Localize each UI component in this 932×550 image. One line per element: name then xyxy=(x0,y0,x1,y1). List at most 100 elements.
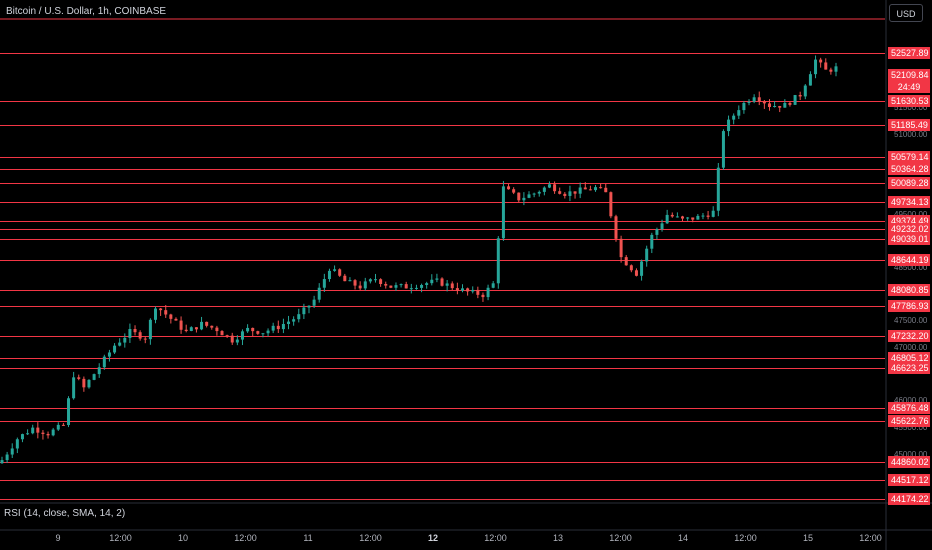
candle xyxy=(553,181,557,194)
candle xyxy=(123,333,127,348)
level-price-tag: 52527.89 xyxy=(888,47,930,60)
candle xyxy=(450,281,454,290)
candle xyxy=(512,187,516,195)
candle xyxy=(194,327,198,333)
level-price-tag: 49232.02 xyxy=(888,222,930,235)
candle xyxy=(343,273,347,282)
price-axis-tick: 51500.00 xyxy=(894,103,928,112)
candle xyxy=(773,101,777,108)
candle xyxy=(798,91,802,101)
level-price-tag: 50579.14 xyxy=(888,151,930,164)
candle xyxy=(292,316,296,326)
candle xyxy=(583,182,587,190)
candle xyxy=(256,330,260,335)
candle xyxy=(716,162,720,217)
candle xyxy=(128,323,132,343)
time-axis-tick: 12:00 xyxy=(609,533,632,543)
level-price-tag: 49734.13 xyxy=(888,196,930,209)
candle xyxy=(507,183,511,190)
candle xyxy=(414,284,418,290)
candle xyxy=(148,318,152,345)
candle xyxy=(650,232,654,254)
candle xyxy=(588,185,592,191)
candle xyxy=(757,91,761,106)
candle xyxy=(153,306,157,324)
candle xyxy=(466,287,470,296)
candle xyxy=(169,313,173,324)
candle xyxy=(727,115,731,137)
candle xyxy=(317,283,321,303)
candle xyxy=(215,325,219,336)
candle xyxy=(460,284,464,293)
level-price-tag: 48080.85 xyxy=(888,284,930,297)
candle xyxy=(394,282,398,291)
level-price-tag: 51185.49 xyxy=(888,118,930,131)
candle xyxy=(742,100,746,114)
candle xyxy=(471,286,475,294)
price-axis-tick: 48500.00 xyxy=(894,263,928,272)
candle xyxy=(220,330,224,336)
candle xyxy=(681,215,685,222)
candle xyxy=(732,113,736,125)
candle xyxy=(517,192,521,203)
candle xyxy=(691,217,695,223)
candle xyxy=(788,101,792,107)
candle xyxy=(164,305,168,318)
candle xyxy=(338,268,342,277)
candle xyxy=(31,424,35,435)
candle xyxy=(72,371,76,400)
candle xyxy=(814,55,818,79)
candle xyxy=(834,62,838,77)
candle xyxy=(629,264,633,273)
candle xyxy=(430,274,434,286)
level-price-tag: 45622.76 xyxy=(888,415,930,428)
candle xyxy=(491,281,495,289)
candle xyxy=(640,259,644,281)
candle xyxy=(547,181,551,189)
current-price-value: 52109.84 xyxy=(891,70,929,81)
candle xyxy=(67,396,71,428)
candle xyxy=(266,328,270,337)
candle xyxy=(747,99,751,106)
time-axis-tick: 12:00 xyxy=(859,533,882,543)
candle xyxy=(41,430,45,440)
currency-button[interactable]: USD xyxy=(889,4,923,22)
current-price-tag: 52109.84 24:49 xyxy=(888,69,930,94)
candle xyxy=(578,182,582,199)
candle xyxy=(829,67,833,75)
time-axis-tick: 15 xyxy=(802,533,814,543)
price-axis-tick: 47000.00 xyxy=(894,343,928,352)
candle xyxy=(15,437,19,454)
candle xyxy=(5,451,9,464)
candle xyxy=(655,227,659,240)
candle xyxy=(184,324,188,333)
candle xyxy=(665,209,669,224)
symbol-title: Bitcoin / U.S. Dollar, 1h, COINBASE xyxy=(6,6,167,17)
candle xyxy=(563,192,567,199)
candle xyxy=(675,212,679,218)
candle xyxy=(721,129,725,170)
candle xyxy=(97,363,101,378)
candle xyxy=(808,71,812,86)
candle xyxy=(803,84,807,100)
candle xyxy=(445,280,449,292)
candle xyxy=(619,235,623,263)
candle xyxy=(573,191,577,199)
candle xyxy=(399,283,403,288)
level-price-tag: 45876.48 xyxy=(888,401,930,414)
candle xyxy=(501,180,505,241)
candle xyxy=(302,303,306,320)
candle xyxy=(594,184,598,192)
candle xyxy=(374,273,378,283)
candle xyxy=(92,373,96,381)
candle xyxy=(476,286,480,299)
candle xyxy=(368,278,372,284)
candle xyxy=(26,429,30,436)
rsi-indicator-label[interactable]: RSI (14, close, SMA, 14, 2) xyxy=(4,508,126,519)
candle xyxy=(670,212,674,218)
candle xyxy=(420,283,424,293)
candle xyxy=(56,422,60,431)
candle xyxy=(440,277,444,287)
